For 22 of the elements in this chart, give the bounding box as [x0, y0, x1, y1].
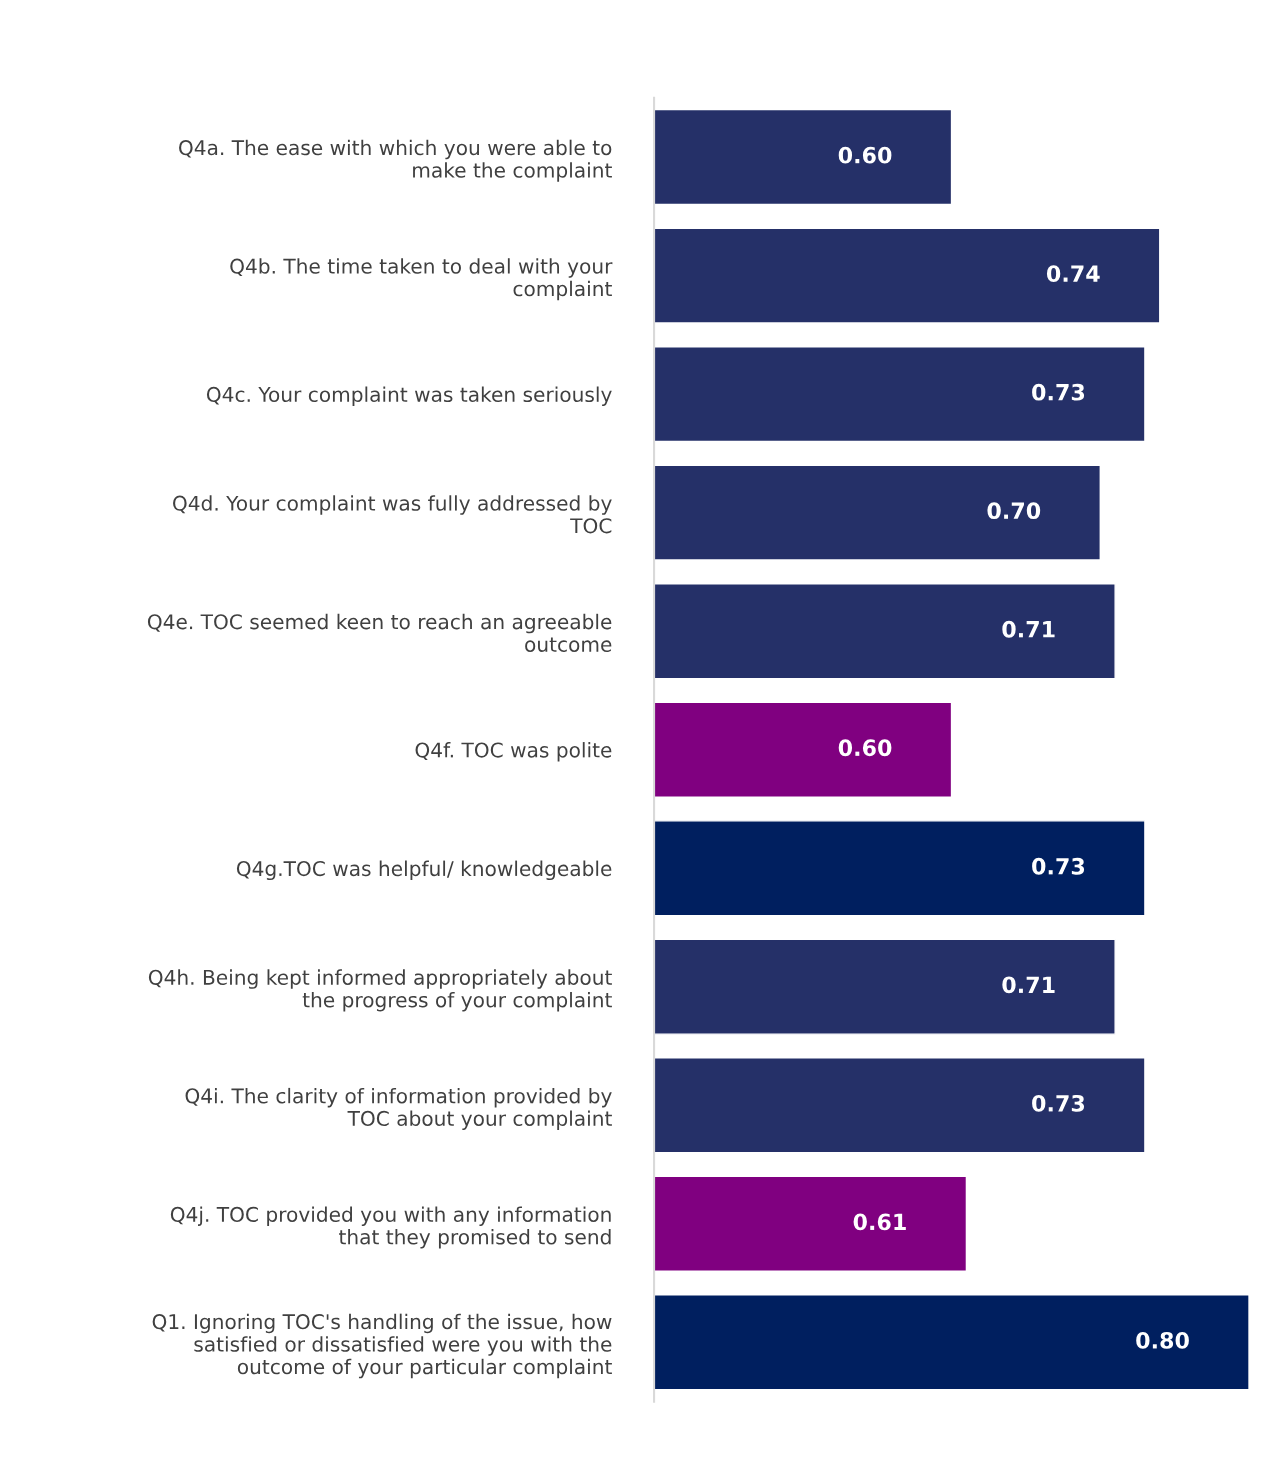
y-tick-label: Q4e. TOC seemed keen to reach an agreeable outcome [147, 613, 612, 652]
data-label: 0.60 [838, 739, 892, 757]
y-tick-label: Q4i. The clarity of information provided by TOC about your complaint [185, 1087, 612, 1130]
data-label: 0.60 [838, 146, 892, 164]
y-tick-label: Q4d. Your complaint was fully addressed by TOC [173, 495, 612, 534]
data-label: 0.73 [1032, 857, 1085, 875]
y-tick-label: Q4a. The ease with which you were able to make the complaint [179, 139, 612, 182]
y-tick-label: Q1. Ignoring TOC's handling of the issue, how satisfied or dissatisfied were you with the outcome of your particular complaint [152, 1313, 612, 1379]
y-tick-label: Q4j. TOC provided you with any information that they promised to send [170, 1206, 611, 1249]
data-label: 0.71 [1002, 620, 1055, 638]
data-label: 0.80 [1136, 1331, 1189, 1349]
y-tick-label: Q4c. Your complaint was taken seriously [206, 386, 612, 406]
y-tick-label: Q4g.TOC was helpful/ knowledgeable [236, 860, 612, 881]
data-label: 0.71 [1002, 976, 1055, 994]
data-label: 0.73 [1032, 383, 1085, 401]
data-label: 0.61 [853, 1213, 906, 1231]
y-tick-label: Q4f. TOC was polite [415, 742, 612, 762]
data-label: 0.70 [987, 502, 1041, 520]
data-label: 0.74 [1046, 265, 1100, 283]
y-tick-label: Q4b. The time taken to deal with your complaint [230, 258, 613, 301]
data-label: 0.73 [1032, 1094, 1085, 1112]
y-tick-label: Q4h. Being kept informed appropriately about the progress of your complaint [148, 969, 612, 1012]
